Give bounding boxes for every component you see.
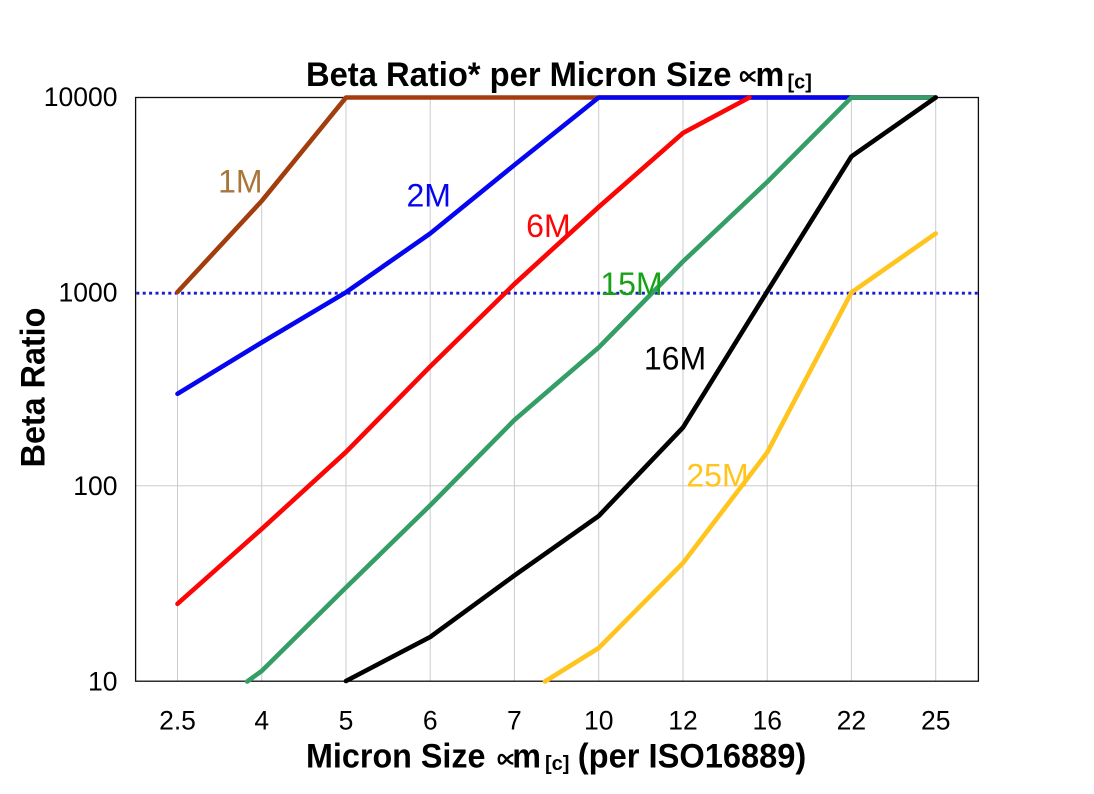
svg-text:Beta Ratio: Beta Ratio [15, 308, 53, 468]
svg-text:22: 22 [837, 706, 866, 736]
svg-text:25M: 25M [686, 457, 748, 493]
svg-text:100: 100 [73, 471, 117, 501]
svg-text:12: 12 [668, 706, 697, 736]
svg-text:6M: 6M [526, 208, 570, 244]
svg-text:6: 6 [423, 706, 438, 736]
svg-text:m: m [756, 56, 785, 94]
svg-text:16: 16 [752, 706, 781, 736]
svg-text:m: m [512, 738, 541, 776]
svg-text:10000: 10000 [44, 82, 118, 112]
svg-text:25: 25 [921, 706, 950, 736]
svg-text:2.5: 2.5 [159, 706, 196, 736]
svg-text:7: 7 [507, 706, 522, 736]
svg-text:Beta Ratio* per Micron Size: Beta Ratio* per Micron Size [306, 56, 732, 94]
svg-text:1000: 1000 [59, 277, 118, 307]
svg-text:10: 10 [88, 667, 117, 697]
svg-text:15M: 15M [600, 266, 662, 302]
svg-text:10: 10 [584, 706, 613, 736]
svg-text:4: 4 [254, 706, 269, 736]
svg-text:(per ISO16889): (per ISO16889) [578, 738, 807, 776]
svg-text:1M: 1M [218, 163, 262, 199]
svg-text:16M: 16M [644, 340, 706, 376]
svg-text:[c]: [c] [788, 72, 812, 94]
svg-text:Micron Size: Micron Size [306, 738, 485, 776]
svg-text:5: 5 [339, 706, 354, 736]
svg-text:2M: 2M [406, 177, 450, 213]
svg-text:[c]: [c] [545, 753, 569, 775]
